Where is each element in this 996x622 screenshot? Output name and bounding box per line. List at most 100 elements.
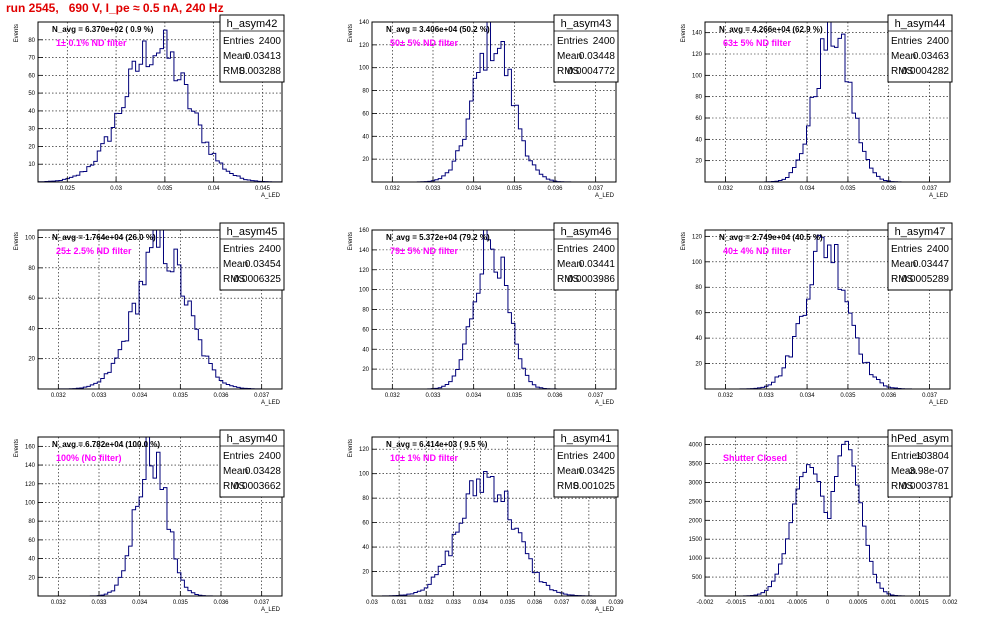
filter-label: 25± 2.5% ND filter — [56, 246, 132, 256]
x-axis-label: A_LED — [595, 400, 615, 406]
x-tick-label: 0.036 — [527, 600, 543, 606]
stats-title: h_asym42 — [227, 18, 278, 30]
x-tick-label: 0.036 — [881, 186, 897, 192]
y-tick-label: 20 — [28, 144, 35, 150]
stats-key: Mean — [557, 466, 582, 477]
x-tick-label: 0.033 — [425, 186, 441, 192]
x-tick-label: 0.034 — [466, 186, 482, 192]
x-tick-label: 0.035 — [157, 186, 173, 192]
y-tick-label: 100 — [359, 66, 370, 72]
histogram-line — [37, 229, 282, 390]
stats-box — [553, 222, 619, 291]
stats-key: Mean — [223, 259, 248, 270]
y-tick-label: 80 — [695, 285, 702, 291]
stats-key: Mean — [223, 51, 248, 62]
stats-key: Entries — [891, 36, 922, 47]
stats-box — [887, 222, 953, 291]
y-tick-label: 140 — [359, 248, 370, 254]
filter-label: 40± 4% ND filter — [723, 246, 791, 256]
y-tick-label: 40 — [28, 326, 35, 332]
y-tick-label: 20 — [362, 570, 369, 576]
y-axis-label: Events — [14, 24, 20, 42]
y-tick-label: 20 — [695, 362, 702, 368]
y-tick-label: 80 — [28, 519, 35, 525]
histogram-panel-h_asym47: 0.032 0.033 0.034 0.035 0.036 0.037 20 40 60 80 10… — [681, 222, 953, 406]
stats-value: 0.0006325 — [234, 274, 282, 285]
stats-key: Mean — [891, 259, 916, 270]
y-tick-label: 20 — [28, 575, 35, 581]
x-tick-label: 0.037 — [922, 186, 938, 192]
stats-value: 0.0004282 — [902, 66, 950, 77]
x-tick-label: 0.035 — [173, 393, 189, 399]
x-tick-label: 0.037 — [254, 393, 270, 399]
x-tick-label: 0.035 — [840, 186, 856, 192]
y-tick-label: 40 — [362, 347, 369, 353]
filter-label: 79± 5% ND filter — [390, 246, 458, 256]
y-tick-label: 60 — [362, 327, 369, 333]
x-tick-label: 0.035 — [507, 186, 523, 192]
filter-label: 100% (No filter) — [56, 453, 122, 463]
stats-value: 0.03425 — [579, 466, 616, 477]
stats-value: 0.0003986 — [568, 274, 616, 285]
y-tick-label: 80 — [362, 496, 369, 502]
stats-key: RMS — [223, 274, 246, 285]
y-tick-label: 40 — [362, 545, 369, 551]
x-tick-label: 0.037 — [254, 600, 270, 606]
n-avg-label: N_avg = 3.406e+04 (50.2 %) — [386, 25, 490, 34]
stats-box — [219, 222, 285, 291]
y-tick-label: 60 — [695, 311, 702, 317]
x-tick-label: 0.035 — [507, 393, 523, 399]
stats-key: Entries — [223, 36, 254, 47]
x-axis-label: A_LED — [595, 193, 615, 199]
stats-key: Entries — [557, 244, 588, 255]
y-axis-label: Events — [14, 232, 20, 250]
stats-box — [887, 14, 953, 83]
x-axis-label: A_LED — [261, 607, 281, 613]
stats-value: 0.03448 — [579, 51, 616, 62]
histogram-panel-h_asym42: 0.025 0.03 0.035 0.04 0.045 10 20 30 40 50 60 70 80 E… — [14, 14, 285, 199]
y-tick-label: 60 — [28, 296, 35, 302]
stats-title: h_asym45 — [227, 226, 278, 238]
y-tick-label: 50 — [28, 91, 35, 97]
x-tick-label: 0.037 — [554, 600, 570, 606]
n-avg-label: N_avg = 6.370e+02 ( 0.9 %) — [52, 25, 154, 34]
x-tick-label: -0.0005 — [787, 600, 808, 606]
stats-title: hPed_asym — [891, 433, 949, 445]
x-tick-label: 0.002 — [942, 600, 958, 606]
y-tick-label: 2500 — [689, 499, 703, 505]
y-tick-label: 100 — [692, 260, 703, 266]
y-tick-label: 500 — [692, 575, 703, 581]
y-tick-label: 140 — [359, 20, 370, 26]
y-axis-label: Events — [348, 439, 354, 457]
x-tick-label: 0.034 — [800, 186, 816, 192]
n-avg-label: N_avg = 6.414e+03 ( 9.5 %) — [386, 440, 488, 449]
y-tick-label: 100 — [359, 288, 370, 294]
stats-key: Mean — [891, 466, 916, 477]
y-tick-label: 120 — [359, 43, 370, 49]
x-axis-label: A_LED — [261, 400, 281, 406]
stats-key: Entries — [557, 36, 588, 47]
y-tick-label: 40 — [695, 336, 702, 342]
stats-value: 0.03413 — [245, 51, 282, 62]
stats-box — [219, 14, 285, 83]
y-tick-label: 3500 — [689, 462, 703, 468]
y-tick-label: 40 — [28, 109, 35, 115]
y-tick-label: 3000 — [689, 480, 703, 486]
y-tick-label: 120 — [692, 234, 703, 240]
filter-label: 1± 0.1% ND filter — [56, 38, 127, 48]
x-tick-label: 0.0005 — [849, 600, 868, 606]
x-axis-label: A_LED — [261, 193, 281, 199]
y-tick-label: 120 — [692, 52, 703, 58]
y-tick-label: 80 — [28, 266, 35, 272]
stats-value: 0.0005289 — [902, 274, 950, 285]
stats-value: 2400 — [593, 451, 616, 462]
y-tick-label: 20 — [362, 157, 369, 163]
n-avg-label: N_avg = 1.764e+04 (26.0 %) — [52, 233, 156, 242]
stats-key: RMS — [223, 481, 246, 492]
n-avg-label: N_avg = 6.782e+04 (100.0 %) — [52, 440, 160, 449]
plot-frame — [37, 21, 283, 183]
x-tick-label: 0.037 — [588, 393, 604, 399]
stats-title: h_asym47 — [895, 226, 946, 238]
x-tick-label: 0.045 — [255, 186, 271, 192]
